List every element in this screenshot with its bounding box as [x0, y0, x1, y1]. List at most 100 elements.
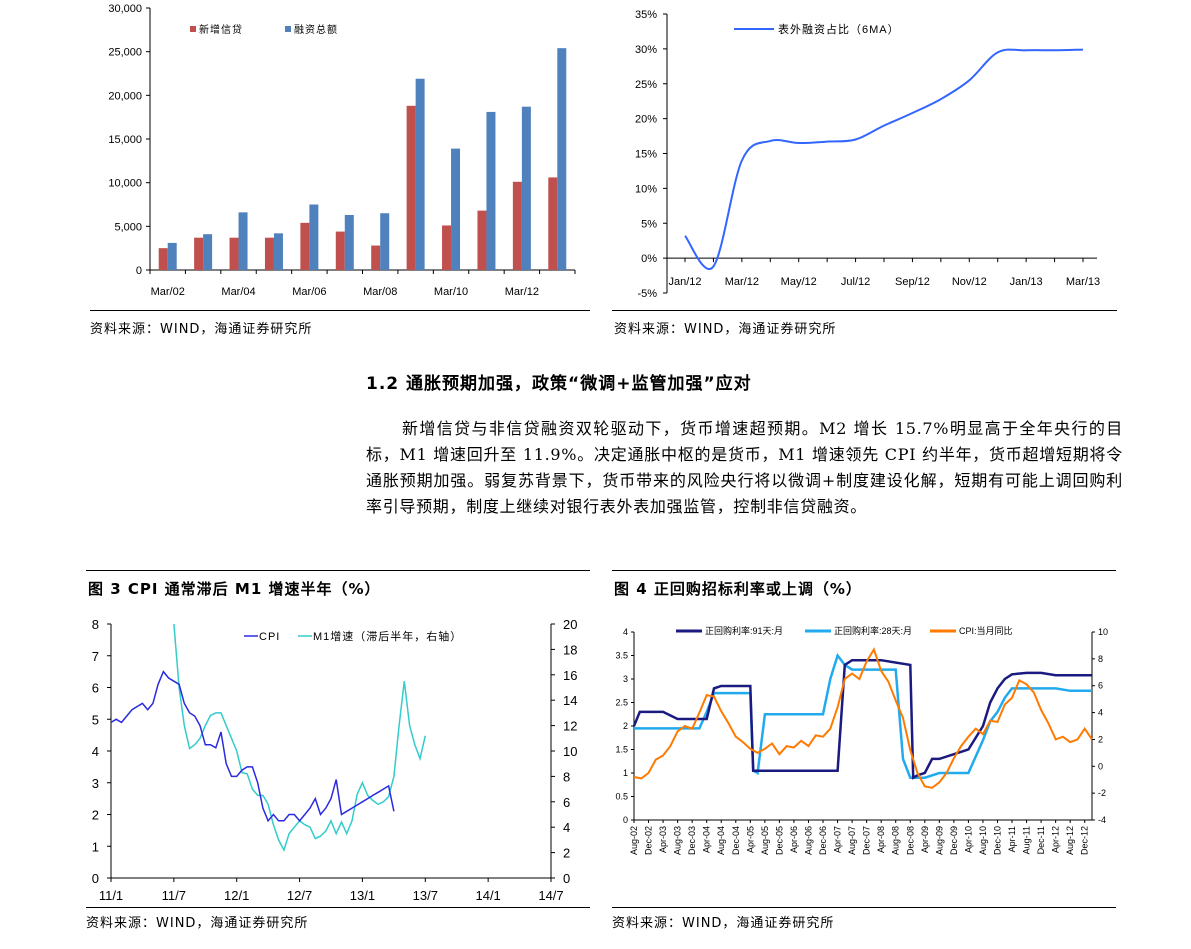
legend-swatch	[285, 26, 291, 32]
x-tick-label: Apr-11	[1007, 826, 1017, 852]
bar-total-financing	[521, 106, 531, 270]
bar-new-credit	[264, 237, 274, 270]
y-tick-label-left: 1.5	[615, 745, 628, 755]
y-tick-label-left: 5	[92, 712, 99, 727]
bar-total-financing	[309, 204, 319, 270]
x-tick-label: Aug-09	[934, 826, 944, 855]
y-tick-label: -5%	[637, 288, 657, 300]
legend-label: 正回购利率:28天:月	[834, 625, 912, 636]
y-tick-label-right: 6	[563, 795, 570, 810]
x-tick-label: Nov/12	[952, 276, 987, 288]
chart-offbalance-line-source: 资料来源：WIND，海通证券研究所	[614, 322, 837, 337]
y-tick-label-left: 0	[92, 871, 99, 886]
x-tick-label: Dec-03	[687, 826, 697, 855]
x-tick-label: Mar/04	[221, 286, 255, 298]
chart-credit-bars: 0 5,000 10,000 15,000 20,000 25,000 30,000 Mar/…	[108, 3, 576, 298]
y-tick-label-right: 14	[563, 693, 577, 708]
y-tick-label-left: 8	[92, 617, 99, 632]
legend-label: CPI:当月同比	[959, 625, 1013, 636]
x-tick-label: Jan/13	[1010, 276, 1043, 288]
bar-total-financing	[451, 148, 461, 270]
y-tick-label-right: 12	[563, 719, 577, 734]
y-tick-label-left: 0.5	[615, 792, 628, 802]
x-tick-label: Dec-09	[949, 826, 959, 855]
x-tick-label: 13/7	[413, 888, 438, 903]
bar-total-financing	[557, 48, 567, 270]
y-tick-label-right: 2	[1098, 734, 1103, 744]
y-tick-label-left: 3	[623, 674, 628, 684]
y-tick-label-left: 1	[623, 768, 628, 778]
x-tick-label: Dec-05	[774, 826, 784, 855]
legend-label: 融资总额	[294, 23, 338, 36]
y-tick-label-left: 0	[623, 815, 628, 825]
figure3-top-rule	[86, 570, 590, 571]
series-cpi-yoy	[633, 647, 1093, 789]
x-tick-label: Aug-03	[673, 826, 683, 855]
y-tick-label-left: 4	[92, 744, 99, 759]
figure4-top-rule	[612, 570, 1116, 571]
x-tick-label: Dec-11	[1036, 826, 1046, 854]
figure4-chart: 0 0.5 1 1.5 2 2.5 3 3.5 4 -4 -2 0 2 4 6 8 10 Aug-02 Dec-02…	[615, 625, 1108, 855]
y-tick-label: 0	[136, 265, 142, 277]
x-tick-label: Dec-06	[818, 826, 828, 855]
y-tick-label-right: 18	[563, 642, 577, 657]
y-tick-label-left: 6	[92, 681, 99, 696]
series-offbalance-ratio	[684, 48, 1084, 271]
chart-credit-bars-source: 资料来源：WIND，海通证券研究所	[90, 322, 313, 337]
y-tick-label: 35%	[635, 9, 657, 21]
chart-credit-bars-rule	[90, 310, 590, 311]
legend-label: 新增信贷	[199, 23, 243, 36]
y-tick-label-left: 4	[623, 627, 628, 637]
y-tick-label-right: 10	[1098, 627, 1108, 637]
y-tick-label-right: 4	[563, 820, 570, 835]
bar-new-credit	[442, 225, 452, 270]
y-tick-label: 0%	[641, 253, 657, 265]
x-tick-label: Dec-07	[862, 826, 872, 855]
x-tick-label: Aug-10	[978, 826, 988, 855]
section-paragraph: 新增信贷与非信贷融资双轮驱动下，货币增速超预期。M2 增长 15.7%明显高于全…	[366, 419, 1123, 516]
x-tick-label: Mar/13	[1066, 276, 1100, 288]
y-tick-label: 30,000	[108, 3, 142, 15]
x-tick-label: Jan/12	[668, 276, 701, 288]
x-tick-label: Aug-08	[891, 826, 901, 855]
section-title: 1.2 通胀预期加强，政策“微调+监管加强”应对	[366, 374, 752, 394]
bar-new-credit	[477, 210, 487, 270]
y-tick-label: 5,000	[114, 221, 142, 233]
y-tick-label-right: -2	[1098, 788, 1106, 798]
x-tick-label: Apr-06	[789, 826, 799, 853]
x-tick-label: Dec-12	[1080, 826, 1090, 855]
bar-new-credit	[548, 177, 558, 270]
x-tick-label: Dec-08	[905, 826, 915, 855]
bar-total-financing	[344, 214, 354, 270]
figure3-source: 资料来源：WIND，海通证券研究所	[86, 916, 309, 931]
x-tick-label: 14/1	[475, 888, 500, 903]
x-tick-label: Aug-12	[1065, 826, 1075, 855]
x-tick-label: Aug-05	[760, 826, 770, 855]
y-tick-label-left: 2	[92, 808, 99, 823]
bar-total-financing	[238, 212, 248, 270]
x-tick-label: Apr-12	[1051, 826, 1061, 853]
figure4-bottom-rule	[612, 907, 1116, 908]
legend-label: 正回购利率:91天:月	[705, 625, 783, 636]
bar-total-financing	[203, 234, 213, 270]
y-tick-label-right: -4	[1098, 815, 1106, 825]
x-tick-label: Aug-04	[716, 826, 726, 855]
legend-swatch	[190, 26, 196, 32]
y-tick-label: 10%	[635, 183, 657, 195]
bar-total-financing	[167, 242, 177, 270]
y-tick-label: 20,000	[108, 90, 142, 102]
y-tick-label-left: 7	[92, 649, 99, 664]
y-tick-label-right: 6	[1098, 681, 1103, 691]
x-tick-label: Dec-10	[992, 826, 1002, 855]
series-repo-91d	[632, 658, 1092, 780]
bar-total-financing	[380, 213, 390, 270]
y-tick-label: 5%	[641, 218, 657, 230]
y-tick-label: 25%	[635, 79, 657, 91]
y-tick-label-left: 2.5	[615, 698, 628, 708]
bar-new-credit	[300, 222, 310, 270]
bar-new-credit	[194, 237, 204, 270]
x-tick-label: Apr-03	[658, 826, 668, 853]
y-tick-label: 20%	[635, 114, 657, 126]
x-tick-label: 11/1	[99, 888, 123, 903]
